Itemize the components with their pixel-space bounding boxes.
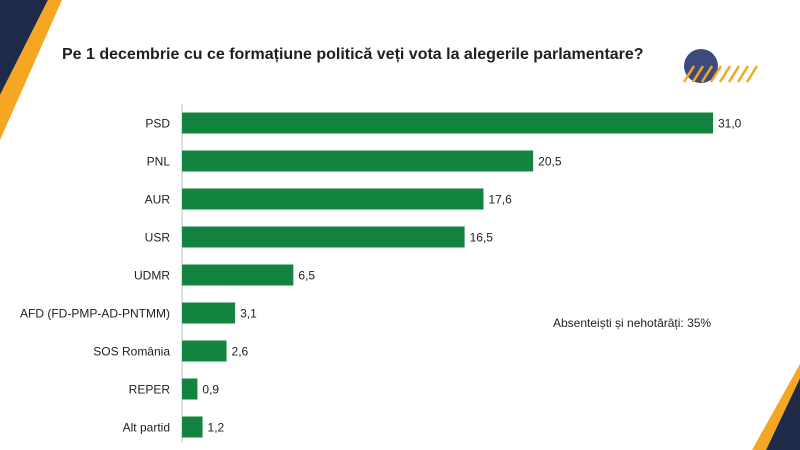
value-label-4: 6,5 (298, 269, 315, 283)
bar-2 (182, 188, 484, 210)
value-label-6: 2,6 (232, 345, 249, 359)
bar-1 (182, 150, 534, 172)
category-label-4: UDMR (134, 269, 170, 283)
bar-0 (182, 112, 713, 134)
category-label-1: PNL (147, 155, 171, 169)
orange-hatch-lines (682, 65, 759, 83)
value-label-8: 1,2 (208, 421, 225, 435)
category-label-6: SOS România (93, 345, 170, 359)
orange-corner-stripe (0, 0, 62, 140)
chart-title: Pe 1 decembrie cu ce formațiune politică… (62, 46, 644, 63)
value-label-7: 0,9 (202, 383, 219, 397)
value-label-0: 31,0 (718, 117, 742, 131)
category-label-0: PSD (145, 117, 170, 131)
category-label-2: AUR (145, 193, 171, 207)
bar-4 (182, 264, 294, 286)
value-label-2: 17,6 (488, 193, 512, 207)
value-label-5: 3,1 (240, 307, 257, 321)
category-label-3: USR (145, 231, 171, 245)
undecided-annotation: Absenteiști și nehotărâți: 35% (553, 316, 712, 330)
bar-7 (182, 378, 198, 400)
value-label-1: 20,5 (538, 155, 562, 169)
category-label-7: REPER (129, 383, 171, 397)
category-label-5: AFD (FD-PMP-AD-PNTMM) (20, 307, 170, 321)
decorative-circle (684, 49, 718, 83)
orange-bottom-right-stripe (752, 364, 800, 450)
value-label-3: 16,5 (470, 231, 494, 245)
bar-5 (182, 302, 236, 324)
bars-group: PSD 31,0 PNL 20,5 AUR 17,6 USR 16,5 UDMR 6,5 AFD (… (20, 112, 742, 438)
category-label-8: Alt partid (123, 421, 170, 435)
bar-3 (182, 226, 465, 248)
bar-8 (182, 416, 203, 438)
bar-6 (182, 340, 227, 362)
